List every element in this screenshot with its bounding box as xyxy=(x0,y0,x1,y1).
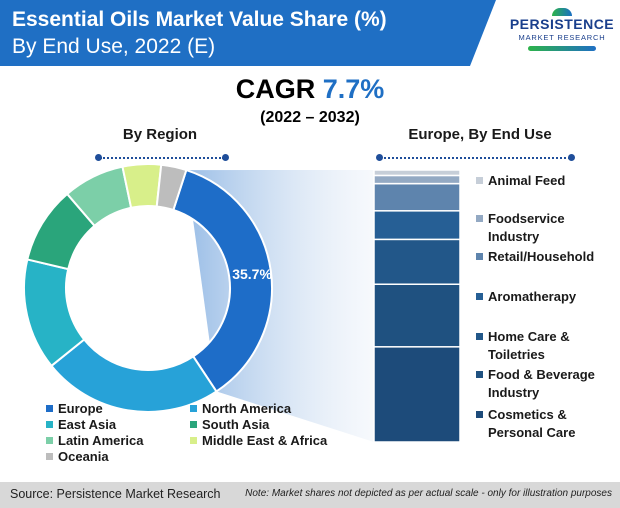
end-use-label-animal-feed: Animal Feed xyxy=(476,172,616,190)
end-use-label-text: Food & Beverage Industry xyxy=(488,367,595,400)
cagr-headline: CAGR 7.7% xyxy=(0,74,620,105)
cagr-label: CAGR xyxy=(235,74,316,104)
end-use-label-text: Foodservice Industry xyxy=(488,211,565,244)
logo-mark-icon xyxy=(552,8,572,16)
title-line-2: By End Use, 2022 (E) xyxy=(12,35,216,58)
legend-swatch xyxy=(190,421,197,428)
bar-segment-home-care-and-toiletries xyxy=(373,238,461,285)
end-use-label-food-and-beverage-industry: Food & Beverage Industry xyxy=(476,366,616,402)
legend-item-south-asia: South Asia xyxy=(190,417,269,432)
region-rule-dot-right xyxy=(222,154,229,161)
end-use-label-text: Retail/Household xyxy=(488,249,595,264)
logo-text-secondary: MARKET RESEARCH xyxy=(518,33,606,42)
bar-segment-animal-feed xyxy=(373,169,461,177)
end-use-label-home-care-and-toiletries: Home Care & Toiletries xyxy=(476,328,616,364)
donut-slice-oceania xyxy=(155,163,188,212)
legend-label: Europe xyxy=(58,401,103,416)
end-use-swatch xyxy=(476,371,483,378)
end-use-label-text: Aromatherapy xyxy=(488,289,577,304)
legend-label: East Asia xyxy=(58,417,117,432)
region-rule xyxy=(100,157,224,159)
legend-item-latin-america: Latin America xyxy=(46,433,144,448)
region-section-title: By Region xyxy=(122,126,198,143)
legend-label: Middle East & Africa xyxy=(202,433,328,448)
end-use-label-cosmetics-and-personal-care: Cosmetics & Personal Care xyxy=(476,406,616,442)
legend-label: Latin America xyxy=(58,433,144,448)
end-use-swatch xyxy=(476,215,483,222)
europe-section-title: Europe, By End Use xyxy=(408,126,552,143)
bar-segment-foodservice-industry xyxy=(373,174,461,185)
bar-segment-aromatherapy xyxy=(373,210,461,241)
chart-title: Essential Oils Market Value Share (%) By… xyxy=(12,6,387,60)
legend-label: North America xyxy=(202,401,292,416)
footer-note: Note: Market shares not depicted as per … xyxy=(245,488,612,499)
bar-segment-retail-household xyxy=(373,182,461,212)
end-use-label-retail-household: Retail/Household xyxy=(476,248,616,266)
logo-wave-icon xyxy=(528,46,596,51)
cagr-value: 7.7% xyxy=(322,74,385,104)
persistence-logo: PERSISTENCE MARKET RESEARCH xyxy=(508,6,616,64)
legend-label: Oceania xyxy=(58,449,109,464)
europe-rule xyxy=(380,157,570,159)
title-line-1: Essential Oils Market Value Share (%) xyxy=(12,8,387,31)
bar-segment-food-and-beverage-industry xyxy=(373,283,461,348)
donut-data-label-europe: 35.7% xyxy=(232,266,272,282)
legend-swatch xyxy=(46,453,53,460)
donut-slice-europe xyxy=(172,168,273,393)
end-use-label-aromatherapy: Aromatherapy xyxy=(476,288,616,306)
bar-segment-cosmetics-and-personal-care xyxy=(373,346,461,443)
europe-rule-dot-left xyxy=(376,154,383,161)
charts-canvas: 35.7% xyxy=(23,163,461,443)
europe-rule-dot-right xyxy=(568,154,575,161)
legend-swatch xyxy=(190,405,197,412)
end-use-swatch xyxy=(476,177,483,184)
end-use-label-text: Home Care & Toiletries xyxy=(488,329,570,362)
header-banner: Essential Oils Market Value Share (%) By… xyxy=(0,0,496,66)
legend-swatch xyxy=(46,421,53,428)
cagr-period: (2022 – 2032) xyxy=(260,109,360,126)
end-use-label-text: Cosmetics & Personal Care xyxy=(488,407,576,440)
legend-item-middle-east-and-africa: Middle East & Africa xyxy=(190,433,327,448)
end-use-swatch xyxy=(476,253,483,260)
logo-text-primary: PERSISTENCE xyxy=(509,16,615,32)
source-text: Source: Persistence Market Research xyxy=(10,487,221,501)
footer-bar: Source: Persistence Market Research Note… xyxy=(0,482,620,508)
region-rule-dot-left xyxy=(95,154,102,161)
end-use-swatch xyxy=(476,293,483,300)
legend-swatch xyxy=(46,405,53,412)
legend-item-east-asia: East Asia xyxy=(46,417,116,432)
end-use-swatch xyxy=(476,333,483,340)
legend-swatch xyxy=(190,437,197,444)
end-use-label-text: Animal Feed xyxy=(488,173,566,188)
legend-item-north-america: North America xyxy=(190,401,291,416)
legend-item-europe: Europe xyxy=(46,401,103,416)
legend-label: South Asia xyxy=(202,417,270,432)
legend-item-oceania: Oceania xyxy=(46,449,109,464)
legend-swatch xyxy=(46,437,53,444)
end-use-label-foodservice-industry: Foodservice Industry xyxy=(476,210,616,246)
end-use-swatch xyxy=(476,411,483,418)
